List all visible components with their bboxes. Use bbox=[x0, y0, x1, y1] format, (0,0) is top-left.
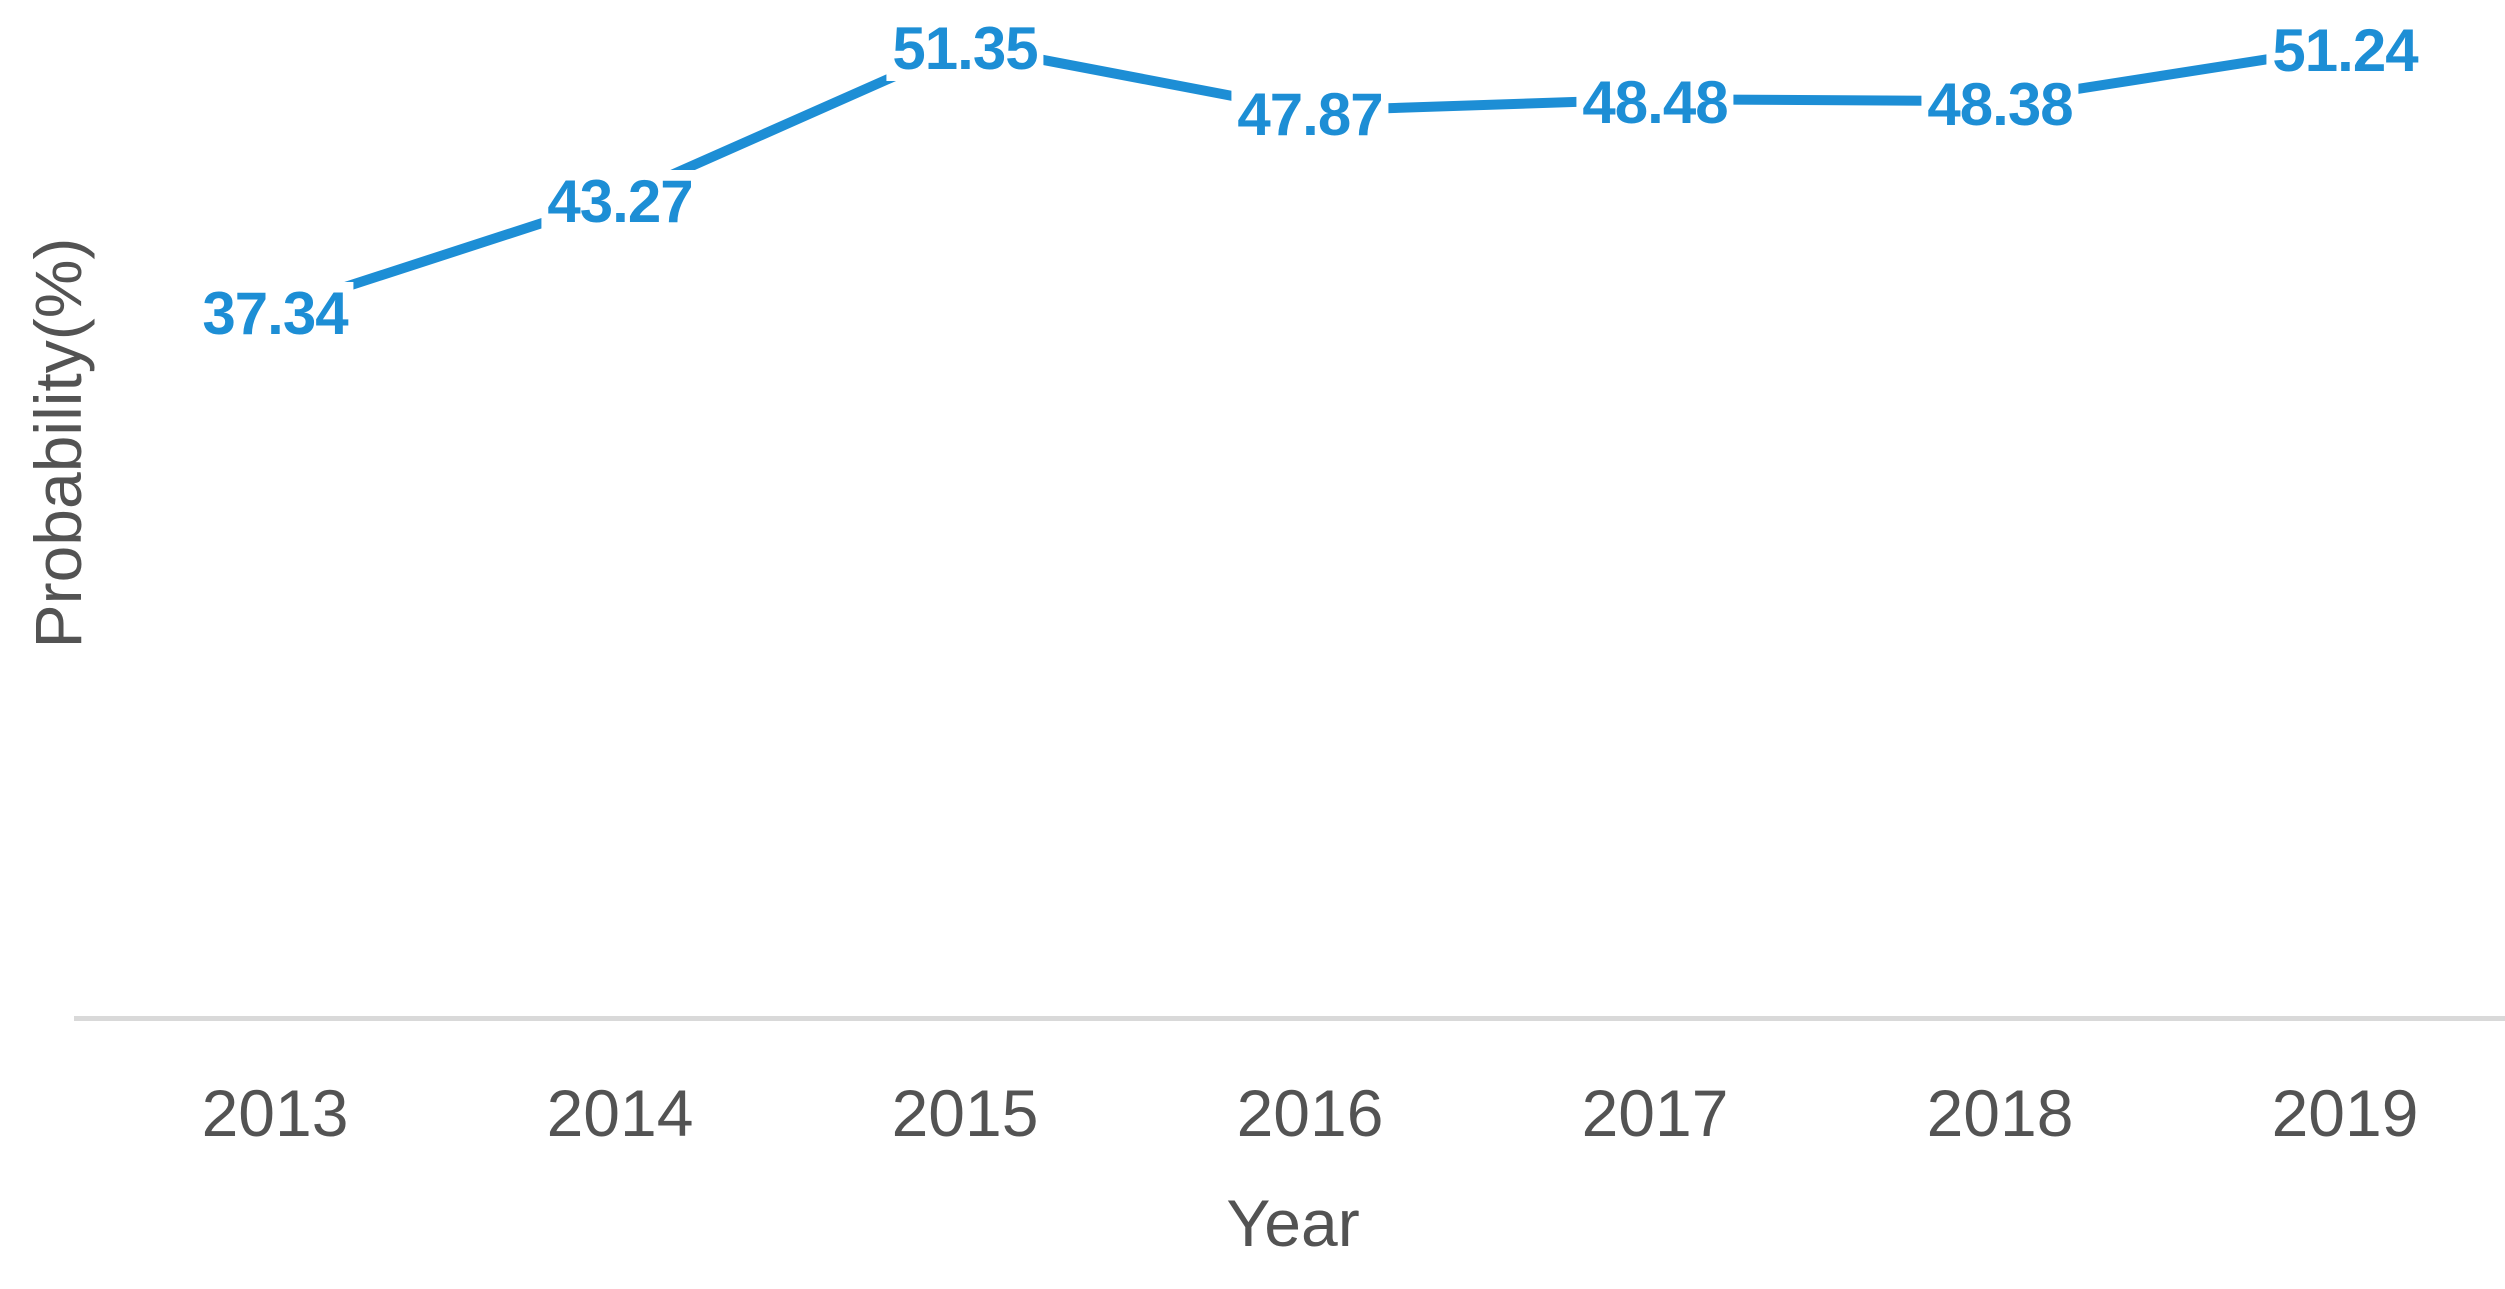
x-tick-2017: 2017 bbox=[1581, 1076, 1729, 1150]
x-tick-2018: 2018 bbox=[1926, 1076, 2074, 1150]
data-label-2017: 48.48 bbox=[1576, 71, 1734, 136]
x-tick-2015: 2015 bbox=[891, 1076, 1039, 1150]
x-tick-2019: 2019 bbox=[2271, 1076, 2419, 1150]
data-label-2015: 51.35 bbox=[886, 17, 1044, 81]
x-axis-line bbox=[74, 1016, 2505, 1021]
data-label-2019: 51.24 bbox=[2266, 19, 2424, 84]
x-tick-2014: 2014 bbox=[546, 1076, 694, 1150]
data-label-2016: 47.87 bbox=[1231, 82, 1389, 147]
x-axis-title: Year bbox=[1226, 1186, 1360, 1260]
data-label-2013: 37.34 bbox=[196, 281, 354, 346]
x-tick-2016: 2016 bbox=[1236, 1076, 1384, 1150]
x-tick-2013: 2013 bbox=[201, 1076, 349, 1150]
data-label-2018: 48.38 bbox=[1921, 73, 2079, 138]
data-label-2014: 43.27 bbox=[541, 169, 699, 234]
